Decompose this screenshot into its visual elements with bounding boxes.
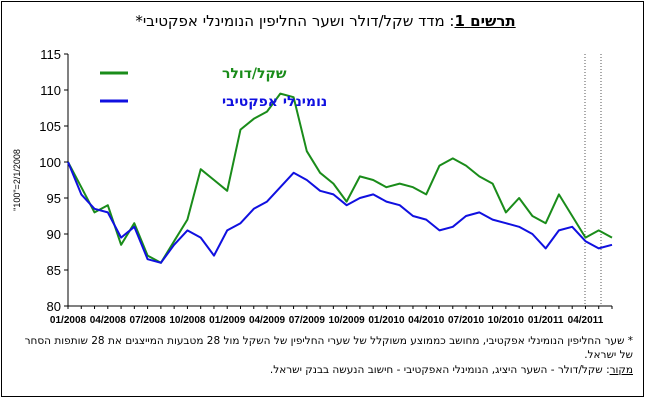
y-tick-label: 90 bbox=[47, 227, 61, 242]
y-tick-label: 85 bbox=[47, 263, 61, 278]
series-line-1 bbox=[67, 92, 613, 264]
y-tick-label: 115 bbox=[40, 47, 61, 62]
series-line-2 bbox=[67, 161, 613, 264]
x-tick-label: 10/2010 bbox=[488, 315, 525, 326]
x-tick-label: 01/2010 bbox=[368, 315, 405, 326]
chart-title: תרשים 1: מדד שקל/דולר ושער החליפין הנומי… bbox=[0, 11, 651, 30]
y-tick-label: 95 bbox=[47, 191, 61, 206]
x-tick-label: 10/2009 bbox=[329, 315, 366, 326]
x-tick-label: 07/2008 bbox=[130, 315, 167, 326]
footnote-source-text: : שקל/דולר - השער היציג, הנומינלי האפקטי… bbox=[269, 364, 610, 376]
x-tick-label: 01/2008 bbox=[50, 315, 87, 326]
x-tick-label: 10/2008 bbox=[169, 315, 206, 326]
x-tick-label: 01/2009 bbox=[209, 315, 246, 326]
y-tick-label: 105 bbox=[39, 119, 61, 134]
footnote-source-label: מקור bbox=[609, 364, 633, 376]
y-tick-label: 80 bbox=[47, 299, 61, 314]
x-tick-label: 04/2009 bbox=[249, 315, 286, 326]
chart-title-text: : מדד שקל/דולר ושער החליפין הנומינלי אפק… bbox=[135, 12, 455, 30]
legend-label-2: נומינלי אפקטיבי bbox=[222, 94, 327, 110]
x-tick-label: 07/2010 bbox=[448, 315, 485, 326]
y-tick-label: 110 bbox=[40, 83, 61, 98]
chart-frame bbox=[1, 1, 644, 397]
y-tick-label: 100 bbox=[39, 155, 61, 170]
chart-title-label: תרשים 1 bbox=[454, 12, 516, 30]
x-tick-label: 04/2010 bbox=[408, 315, 445, 326]
y-axis-label: "100"=2/1/2008 bbox=[12, 149, 22, 211]
x-tick-label: 04/2008 bbox=[90, 315, 127, 326]
footnote-1: * שער החליפין הנומינלי אפקטיבי, מחושב כמ… bbox=[24, 335, 633, 361]
footnote-source: מקור: שקל/דולר - השער היציג, הנומינלי הא… bbox=[23, 364, 633, 376]
x-tick-label: 04/2011 bbox=[568, 315, 604, 326]
x-tick-label: 07/2009 bbox=[289, 315, 326, 326]
x-tick-label: 01/2011 bbox=[528, 315, 564, 326]
legend-label-1: שקל/דולר bbox=[222, 66, 287, 82]
